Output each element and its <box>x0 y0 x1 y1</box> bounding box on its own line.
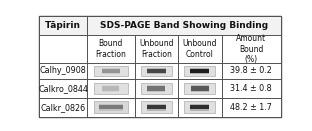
Bar <box>134 35 178 63</box>
Bar <box>178 63 222 79</box>
Bar <box>102 69 120 73</box>
Bar <box>99 105 123 110</box>
Text: SDS-PAGE Band Showing Binding: SDS-PAGE Band Showing Binding <box>100 21 268 30</box>
Text: Amount
Bound
(%): Amount Bound (%) <box>236 34 266 64</box>
Bar <box>39 63 87 79</box>
Bar <box>87 98 134 117</box>
Bar <box>222 63 281 79</box>
Bar <box>87 79 134 98</box>
Bar <box>94 83 128 94</box>
Bar <box>102 73 120 74</box>
Bar <box>222 35 281 63</box>
Bar <box>102 86 119 91</box>
Text: Calkr_0826: Calkr_0826 <box>41 103 86 112</box>
Bar <box>99 104 123 105</box>
Bar <box>102 91 119 92</box>
Bar <box>190 68 209 69</box>
Bar <box>222 79 281 98</box>
Bar <box>147 69 166 73</box>
Bar <box>147 91 165 92</box>
Bar <box>184 83 216 94</box>
Bar <box>147 104 166 105</box>
Bar <box>178 98 222 117</box>
Text: Tāpirin: Tāpirin <box>45 21 81 30</box>
Text: 39.8 ± 0.2: 39.8 ± 0.2 <box>230 66 272 75</box>
Bar <box>141 83 172 94</box>
Bar <box>190 110 209 111</box>
Bar <box>147 68 166 69</box>
Bar <box>99 110 123 111</box>
Text: Bound
Fraction: Bound Fraction <box>95 39 126 59</box>
Bar <box>191 85 209 86</box>
Bar <box>102 85 119 86</box>
Bar <box>87 35 134 63</box>
Text: Calhy_0908: Calhy_0908 <box>40 66 86 75</box>
Bar <box>178 79 222 98</box>
Bar <box>134 63 178 79</box>
Bar <box>141 102 172 113</box>
Bar <box>190 69 209 73</box>
Bar <box>39 16 87 35</box>
Bar <box>134 98 178 117</box>
Bar <box>39 98 87 117</box>
Bar <box>222 98 281 117</box>
Bar <box>87 63 134 79</box>
Bar <box>190 105 209 110</box>
Bar <box>147 86 165 91</box>
Bar <box>39 79 87 98</box>
Bar <box>102 68 120 69</box>
Text: 48.2 ± 1.7: 48.2 ± 1.7 <box>230 103 272 112</box>
Text: 31.4 ± 0.8: 31.4 ± 0.8 <box>230 84 272 93</box>
Bar <box>141 66 172 76</box>
Bar <box>147 105 166 110</box>
Bar <box>94 66 128 76</box>
Bar <box>178 35 222 63</box>
Text: Calkro_0844: Calkro_0844 <box>38 84 88 93</box>
Bar <box>134 79 178 98</box>
Text: Unbound
Fraction: Unbound Fraction <box>139 39 173 59</box>
Bar <box>94 102 128 113</box>
Bar <box>184 102 216 113</box>
Bar <box>147 73 166 74</box>
Bar <box>190 73 209 74</box>
Bar <box>191 86 209 91</box>
Bar <box>87 16 281 35</box>
Bar <box>184 66 216 76</box>
Bar <box>191 91 209 92</box>
Bar <box>147 85 165 86</box>
Bar <box>190 104 209 105</box>
Text: Unbound
Control: Unbound Control <box>183 39 217 59</box>
Bar <box>147 110 166 111</box>
Bar <box>39 35 87 63</box>
